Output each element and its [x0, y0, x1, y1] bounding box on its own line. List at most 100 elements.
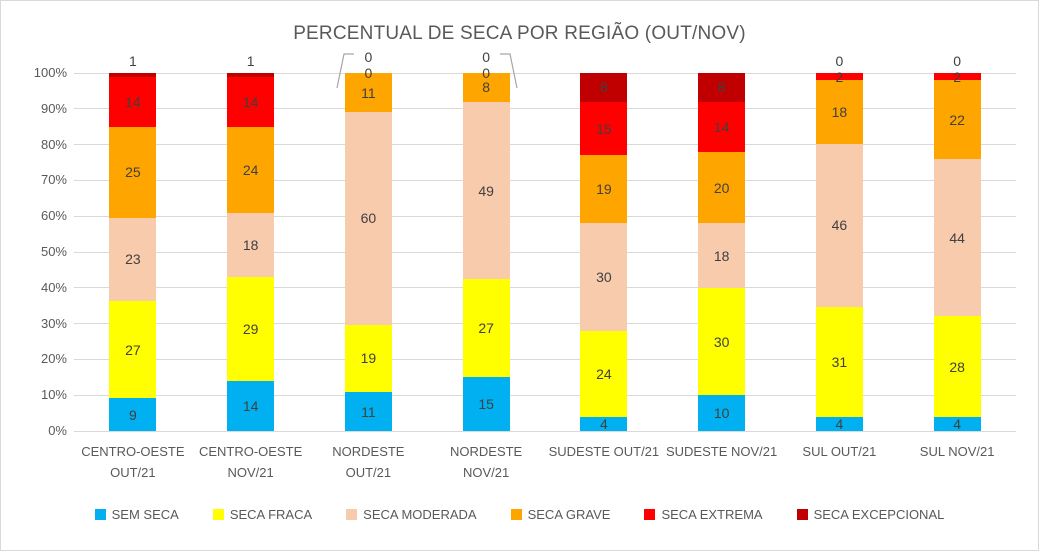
legend-label: SECA GRAVE [527, 507, 611, 522]
bar-5: 4 24 30 19 15 8 [580, 73, 628, 432]
bar-segment-label: 27 [478, 319, 494, 336]
gridline [74, 323, 1016, 325]
x-category-label: NORDESTE OUT/21 [332, 444, 405, 480]
bar-segment: 4 [933, 415, 981, 432]
gridline [74, 144, 1016, 146]
legend-label: SEM SECA [111, 507, 179, 522]
bar-segment: 14 [109, 76, 157, 128]
bar-segment [227, 73, 275, 77]
bar-segment: 10 [698, 395, 746, 431]
y-tick-label: 80% [40, 136, 67, 152]
bar-segment-label: 31 [831, 353, 848, 370]
legend-swatch [212, 509, 224, 520]
leader-line [336, 53, 355, 89]
gridline [74, 358, 1016, 360]
bar-outside-label: 1 [128, 53, 137, 69]
legend-swatch [94, 509, 106, 520]
gridline [74, 287, 1016, 289]
bar-2: 14 29 18 24 14 [227, 73, 275, 431]
bar-8: 4 28 44 22 2 [933, 69, 981, 432]
y-tick-label: 90% [40, 100, 67, 116]
bar-segment-label: 14 [713, 118, 730, 135]
bar-segment-label: 8 [482, 79, 491, 96]
gridline [74, 251, 1016, 253]
legend-swatch [644, 509, 656, 520]
legend-item: SECA GRAVE [510, 507, 611, 522]
bar-segment: 25 [109, 127, 157, 218]
legend-item: SECA EXCEPCIONAL [796, 507, 945, 522]
bar-segment-label: 15 [596, 120, 612, 137]
x-category-label: SUL OUT/21 [802, 444, 877, 459]
bar-segment-label: 4 [953, 415, 962, 432]
bar-segment-label: 46 [831, 217, 848, 234]
bar-4: 15 27 49 8 [462, 73, 510, 431]
bar-segment: 11 [344, 392, 392, 431]
y-tick-label: 20% [40, 351, 67, 367]
legend-swatch [510, 509, 522, 520]
bar-segment: 27 [109, 300, 157, 399]
bar-segment-label: 11 [361, 403, 376, 420]
bar-segment: 11 [344, 73, 392, 112]
bar-segment: 9 [109, 398, 157, 431]
bar-segment: 31 [815, 306, 863, 417]
y-tick-label: 60% [40, 208, 67, 224]
gridline [74, 430, 1016, 432]
bar-7: 4 31 46 18 2 [815, 69, 863, 432]
y-tick-label: 40% [40, 279, 67, 295]
bar-segment-label: 30 [713, 333, 730, 350]
bar-segment-label: 22 [949, 111, 965, 128]
bar-segment-label: 9 [128, 406, 137, 423]
bar-segment: 2 [933, 69, 981, 85]
bar-segment-label: 24 [596, 365, 612, 382]
bar-segment-label: 2 [953, 68, 962, 85]
bar-segment: 18 [698, 223, 746, 288]
bar-segment: 18 [815, 80, 863, 144]
bar-outside-label: 0 [482, 49, 491, 65]
legend-swatch [346, 509, 358, 520]
bar-segment-label: 10 [713, 405, 730, 422]
legend-label: SECA MODERADA [363, 507, 477, 522]
bar-outside-label: 0 [364, 49, 373, 65]
gridline [74, 179, 1016, 181]
bar-segment-label: 27 [125, 341, 141, 358]
legend-item: SECA MODERADA [346, 507, 477, 522]
legend-label: SECA EXCEPCIONAL [813, 507, 945, 522]
bar-segment: 8 [698, 73, 746, 102]
bar-segment: 24 [580, 330, 628, 417]
legend: SEM SECA SECA FRACA SECA MODERADA SECA GRAV… [1, 507, 1038, 522]
bar-segment-label: 2 [835, 68, 844, 85]
bar-segment: 44 [933, 158, 981, 317]
bar-segment-label: 19 [596, 181, 612, 198]
bar-3: 11 19 60 11 [344, 73, 392, 431]
x-category-label: SUL NOV/21 [919, 444, 995, 459]
bar-outside-label: 0 [835, 53, 844, 69]
bar-segment: 15 [462, 376, 510, 431]
legend-swatch [796, 509, 808, 520]
bar-segment-label: 8 [599, 79, 608, 96]
bar-segment-label: 20 [713, 179, 730, 196]
bar-segment: 27 [462, 279, 510, 377]
bar-segment: 18 [227, 212, 275, 278]
bar-segment: 4 [815, 415, 863, 432]
bar-6: 10 30 18 20 14 8 [698, 73, 746, 431]
bar-segment: 8 [580, 73, 628, 102]
bar-segment-label: 4 [835, 415, 844, 432]
bar-segment: 28 [933, 316, 981, 417]
bar-segment: 22 [933, 80, 981, 159]
bar-segment-label: 23 [125, 251, 141, 268]
bar-segment [109, 73, 157, 77]
bar-segment-label: 15 [478, 395, 494, 412]
bar-segment: 19 [580, 155, 628, 224]
x-category-label: CENTRO-OESTE NOV/21 [198, 444, 303, 480]
bar-1: 9 27 23 25 14 [109, 73, 157, 431]
bar-segment: 4 [580, 416, 628, 432]
bar-outside-label: 0 [364, 65, 373, 81]
bar-segment-label: 8 [717, 79, 726, 96]
bar-segment: 20 [698, 151, 746, 224]
x-category-label: CENTRO-OESTE OUT/21 [81, 444, 185, 480]
bar-segment-label: 11 [361, 84, 376, 101]
bar-segment: 49 [462, 101, 510, 280]
bar-segment-label: 14 [242, 93, 259, 110]
legend-label: SECA FRACA [229, 507, 313, 522]
